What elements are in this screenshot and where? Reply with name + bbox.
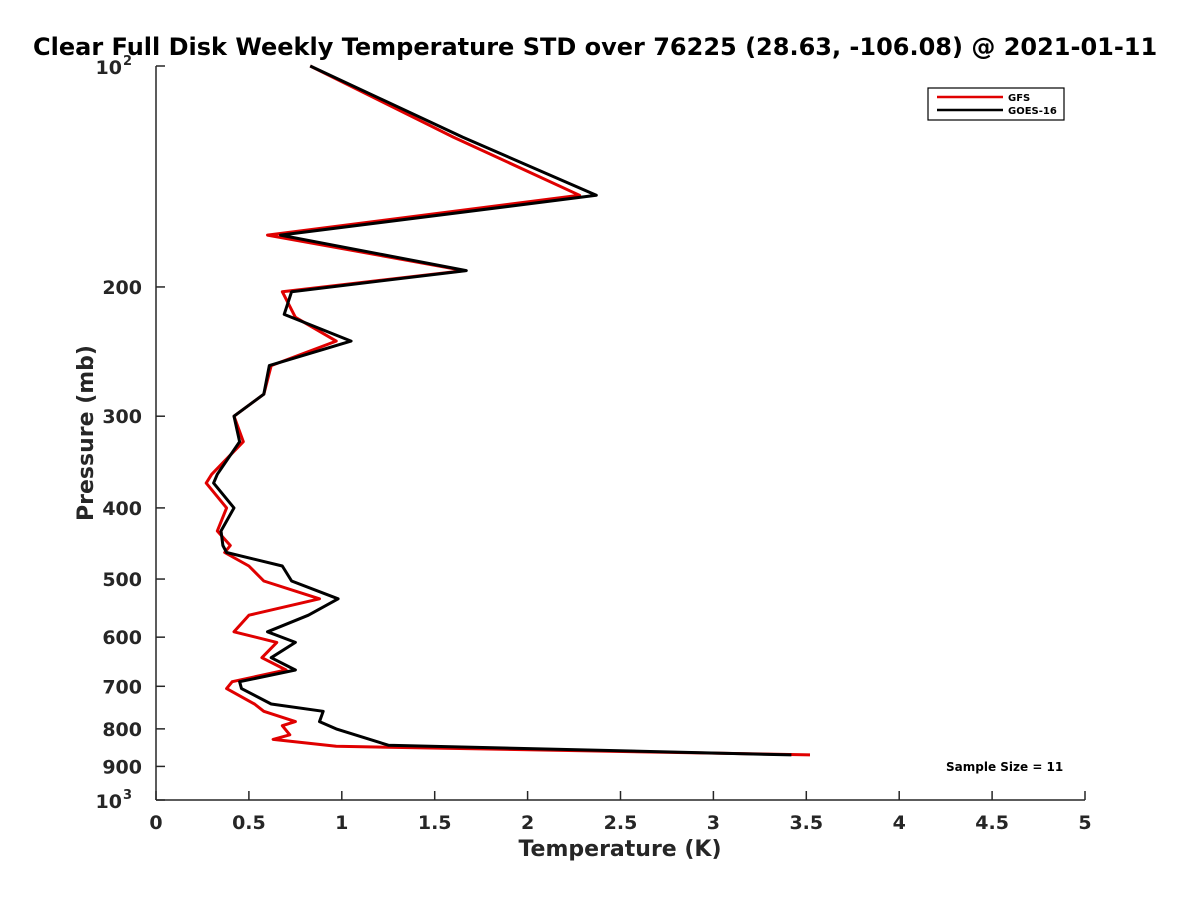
x-tick-label: 0: [149, 812, 162, 834]
x-tick-label: 0.5: [232, 812, 266, 834]
series-line-goes16: [212, 64, 792, 757]
y-axis-label: Pressure (mb): [74, 345, 99, 521]
y-tick-label-power: 10 2: [96, 54, 133, 79]
chart-title: Clear Full Disk Weekly Temperature STD o…: [33, 33, 1157, 61]
series-lines: [204, 64, 811, 757]
y-tick-label-base: 10: [96, 791, 122, 813]
x-tick-label: 1.5: [418, 812, 452, 834]
y-tick-label-exponent: 3: [123, 788, 132, 803]
x-axis-ticks: 0 0.5 1 1.5 2 2.5 3 3.5 4 4.5 5: [149, 791, 1092, 834]
sample-size-annotation: Sample Size = 11: [946, 760, 1063, 774]
y-tick-label: 900: [102, 756, 142, 778]
y-tick-label-base: 10: [96, 57, 122, 79]
y-tick-label: 500: [102, 569, 142, 591]
x-tick-label: 4: [893, 812, 906, 834]
y-tick-label: 300: [102, 406, 142, 428]
y-tick-label-exponent: 2: [123, 54, 132, 69]
y-tick-label-power: 10 3: [96, 788, 133, 813]
plot-area: 0 0.5 1 1.5 2 2.5 3 3.5 4 4.5 5 10 2200300400500600…: [96, 54, 1092, 834]
x-tick-label: 5: [1078, 812, 1091, 834]
x-tick-label: 1: [335, 812, 348, 834]
series-line-gfs: [204, 64, 811, 757]
x-tick-label: 2: [521, 812, 534, 834]
y-tick-label: 700: [102, 676, 142, 698]
legend-box: [927, 87, 1065, 121]
x-axis-label: Temperature (K): [518, 837, 721, 862]
x-tick-label: 4.5: [975, 812, 1009, 834]
legend-label-goes16: GOES-16: [1008, 106, 1057, 117]
x-tick-label: 2.5: [604, 812, 638, 834]
y-tick-label: 400: [102, 498, 142, 520]
y-tick-label: 600: [102, 627, 142, 649]
y-tick-label: 200: [102, 277, 142, 299]
y-tick-label: 800: [102, 719, 142, 741]
legend-label-gfs: GFS: [1008, 93, 1030, 104]
x-tick-label: 3: [707, 812, 720, 834]
legend: GFS GOES-16: [927, 87, 1065, 121]
x-tick-label: 3.5: [789, 812, 823, 834]
